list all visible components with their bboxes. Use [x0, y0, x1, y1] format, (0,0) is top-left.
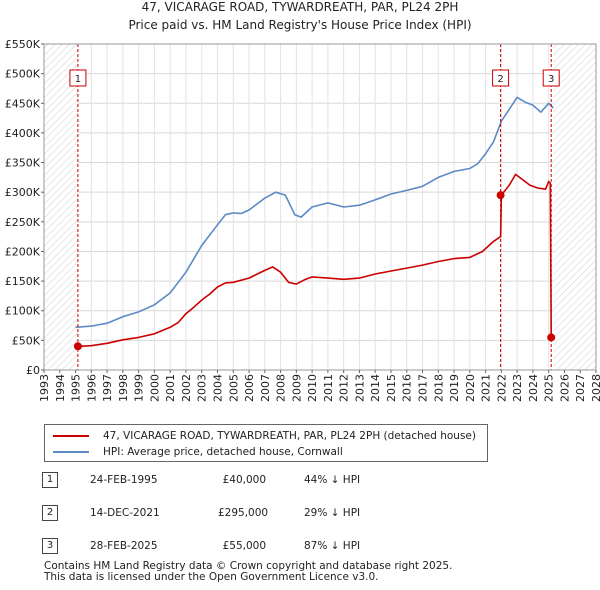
x-tick-label: 2025: [543, 374, 556, 402]
sale-date: 14-DEC-2021: [90, 507, 160, 519]
x-tick-label: 2004: [211, 374, 224, 402]
x-tick-label: 1996: [85, 374, 98, 402]
legend-hpi-line: [53, 451, 89, 453]
x-tick-label: 2014: [369, 374, 382, 402]
y-tick-label: £300K: [5, 186, 41, 199]
property-price-line: [77, 173, 552, 348]
hatch-region-left: [44, 44, 78, 370]
sale-marker-label: 1: [75, 74, 81, 85]
x-tick-label: 2007: [259, 374, 272, 402]
x-tick-label: 2000: [148, 374, 161, 402]
sale-marker-label: 3: [548, 74, 554, 85]
plot-area: [44, 44, 596, 370]
sale-date: 24-FEB-1995: [90, 474, 158, 486]
sale-marker-label: 2: [497, 74, 503, 85]
sale-number-badge: 3: [42, 538, 58, 554]
x-tick-label: 2008: [275, 374, 288, 402]
x-tick-label: 2016: [401, 374, 414, 402]
sale-row: 3 28-FEB-2025 £55,000 87% ↓ HPI: [42, 538, 462, 556]
legend-property-line: [53, 435, 89, 437]
x-tick-label: 1999: [133, 374, 146, 402]
x-tick-label: 2027: [574, 374, 587, 402]
x-tick-label: 2019: [448, 374, 461, 402]
x-tick-label: 2028: [590, 374, 600, 402]
x-tick-label: 2018: [432, 374, 445, 402]
hatch-region-right: [553, 44, 596, 370]
sale-hpi-diff: 44% ↓ HPI: [304, 474, 361, 486]
sale-marker-box: [542, 69, 560, 87]
x-tick-label: 2021: [480, 374, 493, 402]
sale-price: £40,000: [222, 474, 266, 486]
sale-point: [547, 333, 556, 342]
legend-hpi-label: HPI: Average price, detached house, Corn…: [103, 446, 343, 458]
sale-row: 2 14-DEC-2021 £295,000 29% ↓ HPI: [42, 505, 462, 523]
sale-number-badge: 2: [42, 505, 58, 521]
y-tick-label: £0: [26, 364, 40, 377]
sale-row: 1 24-FEB-1995 £40,000 44% ↓ HPI: [42, 472, 462, 490]
y-tick-label: £500K: [5, 68, 41, 81]
y-tick-label: £250K: [5, 216, 41, 229]
sale-marker-box: [69, 69, 87, 87]
x-tick-label: 1995: [70, 374, 83, 402]
y-tick-label: £50K: [12, 334, 41, 347]
sale-date: 28-FEB-2025: [90, 540, 158, 552]
hpi-line: [75, 96, 554, 329]
legend-item-hpi: HPI: Average price, detached house, Corn…: [53, 445, 343, 459]
x-tick-label: 2024: [527, 374, 540, 402]
x-tick-label: 2003: [196, 374, 209, 402]
x-tick-label: 1993: [38, 374, 51, 402]
chart-legend: 47, VICARAGE ROAD, TYWARDREATH, PAR, PL2…: [44, 424, 488, 462]
x-tick-label: 1998: [117, 374, 130, 402]
y-tick-label: £550K: [5, 38, 41, 51]
y-tick-label: £350K: [5, 157, 41, 170]
x-tick-label: 2010: [306, 374, 319, 402]
legend-property-label: 47, VICARAGE ROAD, TYWARDREATH, PAR, PL2…: [103, 430, 476, 442]
chart-subtitle: Price paid vs. HM Land Registry's House …: [128, 18, 471, 32]
x-tick-label: 2022: [495, 374, 508, 402]
y-tick-label: £100K: [5, 305, 41, 318]
y-tick-label: £200K: [5, 245, 41, 258]
sale-price: £295,000: [218, 507, 269, 519]
y-tick-label: £400K: [5, 127, 41, 140]
x-tick-label: 2017: [417, 374, 430, 402]
sale-marker-box: [492, 69, 510, 87]
sale-point: [496, 191, 505, 200]
x-tick-label: 2023: [511, 374, 524, 402]
price-chart: 47, VICARAGE ROAD, TYWARDREATH, PAR, PL2…: [5, 0, 600, 402]
plot-frame: [43, 43, 597, 371]
x-tick-label: 2015: [385, 374, 398, 402]
x-tick-label: 1994: [54, 374, 67, 402]
footer-attribution: Contains HM Land Registry data © Crown c…: [44, 561, 452, 583]
chart-title: 47, VICARAGE ROAD, TYWARDREATH, PAR, PL2…: [142, 0, 459, 14]
x-tick-label: 2009: [290, 374, 303, 402]
sale-number-badge: 1: [42, 472, 58, 488]
sale-price: £55,000: [222, 540, 266, 552]
sale-point: [73, 342, 82, 351]
x-tick-label: 2005: [227, 374, 240, 402]
x-tick-label: 2026: [558, 374, 571, 402]
x-tick-label: 1997: [101, 374, 114, 402]
footer-licence: This data is licensed under the Open Gov…: [44, 571, 379, 583]
x-tick-label: 2020: [464, 374, 477, 402]
footer-copyright: Contains HM Land Registry data © Crown c…: [44, 560, 453, 572]
x-tick-label: 2001: [164, 374, 177, 402]
y-tick-label: £150K: [5, 275, 41, 288]
x-tick-label: 2006: [243, 374, 256, 402]
sale-hpi-diff: 29% ↓ HPI: [304, 507, 361, 519]
x-tick-label: 2012: [338, 374, 351, 402]
x-tick-label: 2002: [180, 374, 193, 402]
x-tick-label: 2011: [322, 374, 335, 402]
x-tick-label: 2013: [353, 374, 366, 402]
legend-item-property: 47, VICARAGE ROAD, TYWARDREATH, PAR, PL2…: [53, 429, 476, 443]
sale-hpi-diff: 87% ↓ HPI: [304, 540, 361, 552]
y-tick-label: £450K: [5, 97, 41, 110]
